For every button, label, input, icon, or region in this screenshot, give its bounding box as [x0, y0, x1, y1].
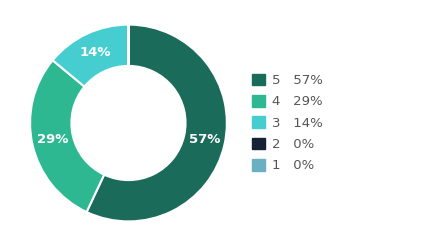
Text: 29%: 29%	[37, 134, 68, 146]
Wedge shape	[30, 60, 104, 212]
Wedge shape	[86, 25, 227, 221]
Wedge shape	[53, 25, 128, 87]
Text: 14%: 14%	[80, 46, 111, 59]
Text: 57%: 57%	[189, 134, 220, 146]
Legend: 5   57%, 4   29%, 3   14%, 2   0%, 1   0%: 5 57%, 4 29%, 3 14%, 2 0%, 1 0%	[249, 71, 326, 175]
